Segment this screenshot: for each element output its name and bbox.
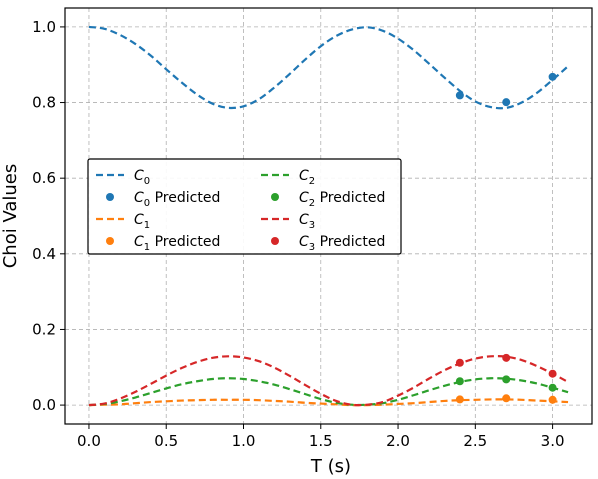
predicted-points	[455, 72, 557, 404]
series-line-c0	[88, 25, 569, 110]
legend-box	[87, 158, 402, 255]
predicted-point-c1	[455, 395, 464, 404]
series-line-c1	[88, 398, 569, 407]
legend-label: C2	[299, 168, 315, 187]
legend: C0 C0 Predicted C1 C1 Predicted C2 C2 Predict…	[87, 158, 402, 255]
y-tick-label: 0.6	[32, 169, 56, 187]
predicted-point-c0	[502, 98, 511, 107]
predicted-point-c1	[548, 395, 557, 404]
x-tick-label: 1.0	[232, 432, 256, 450]
y-axis-ticks: 0.0 0.2 0.4 0.6 0.8 1.0	[32, 18, 65, 414]
x-tick-label: 2.5	[463, 432, 487, 450]
legend-label: C0	[134, 168, 150, 187]
legend-point-marker	[106, 193, 114, 201]
y-axis-label: Choi Values	[0, 164, 21, 269]
legend-label: C1	[134, 212, 150, 231]
y-tick-label: 0.2	[32, 320, 56, 338]
legend-label-predicted: C2 Predicted	[299, 190, 385, 209]
plot-frame	[64, 7, 593, 425]
predicted-point-c2	[548, 383, 557, 392]
y-tick-label: 0.0	[32, 396, 56, 414]
predicted-point-c2	[455, 377, 464, 386]
legend-label: C3	[299, 212, 315, 231]
y-tick-label: 1.0	[32, 18, 56, 36]
series-line-c2	[88, 377, 569, 407]
legend-point-marker	[106, 237, 114, 245]
legend-label-predicted: C0 Predicted	[134, 190, 220, 209]
legend-point-marker	[271, 193, 279, 201]
x-tick-label: 0.0	[77, 432, 101, 450]
x-tick-label: 0.5	[154, 432, 178, 450]
x-axis-label: T (s)	[310, 456, 351, 477]
predicted-point-c0	[548, 72, 557, 81]
predicted-point-c3	[548, 369, 557, 378]
series-curves	[88, 25, 569, 407]
y-tick-label: 0.8	[32, 94, 56, 112]
predicted-point-c0	[455, 91, 464, 100]
predicted-point-c3	[455, 358, 464, 367]
predicted-point-c3	[502, 353, 511, 362]
predicted-point-c1	[502, 394, 511, 403]
legend-label-predicted: C1 Predicted	[134, 234, 220, 253]
y-tick-label: 0.4	[32, 245, 56, 263]
x-tick-label: 1.5	[309, 432, 333, 450]
x-tick-label: 3.0	[541, 432, 565, 450]
x-axis-ticks: 0.0 0.5 1.0 1.5 2.0 2.5 3.0	[77, 424, 565, 450]
predicted-point-c2	[502, 375, 511, 384]
x-tick-label: 2.0	[386, 432, 410, 450]
series-line-c3	[88, 355, 569, 407]
legend-point-marker	[271, 237, 279, 245]
legend-label-predicted: C3 Predicted	[299, 234, 385, 253]
